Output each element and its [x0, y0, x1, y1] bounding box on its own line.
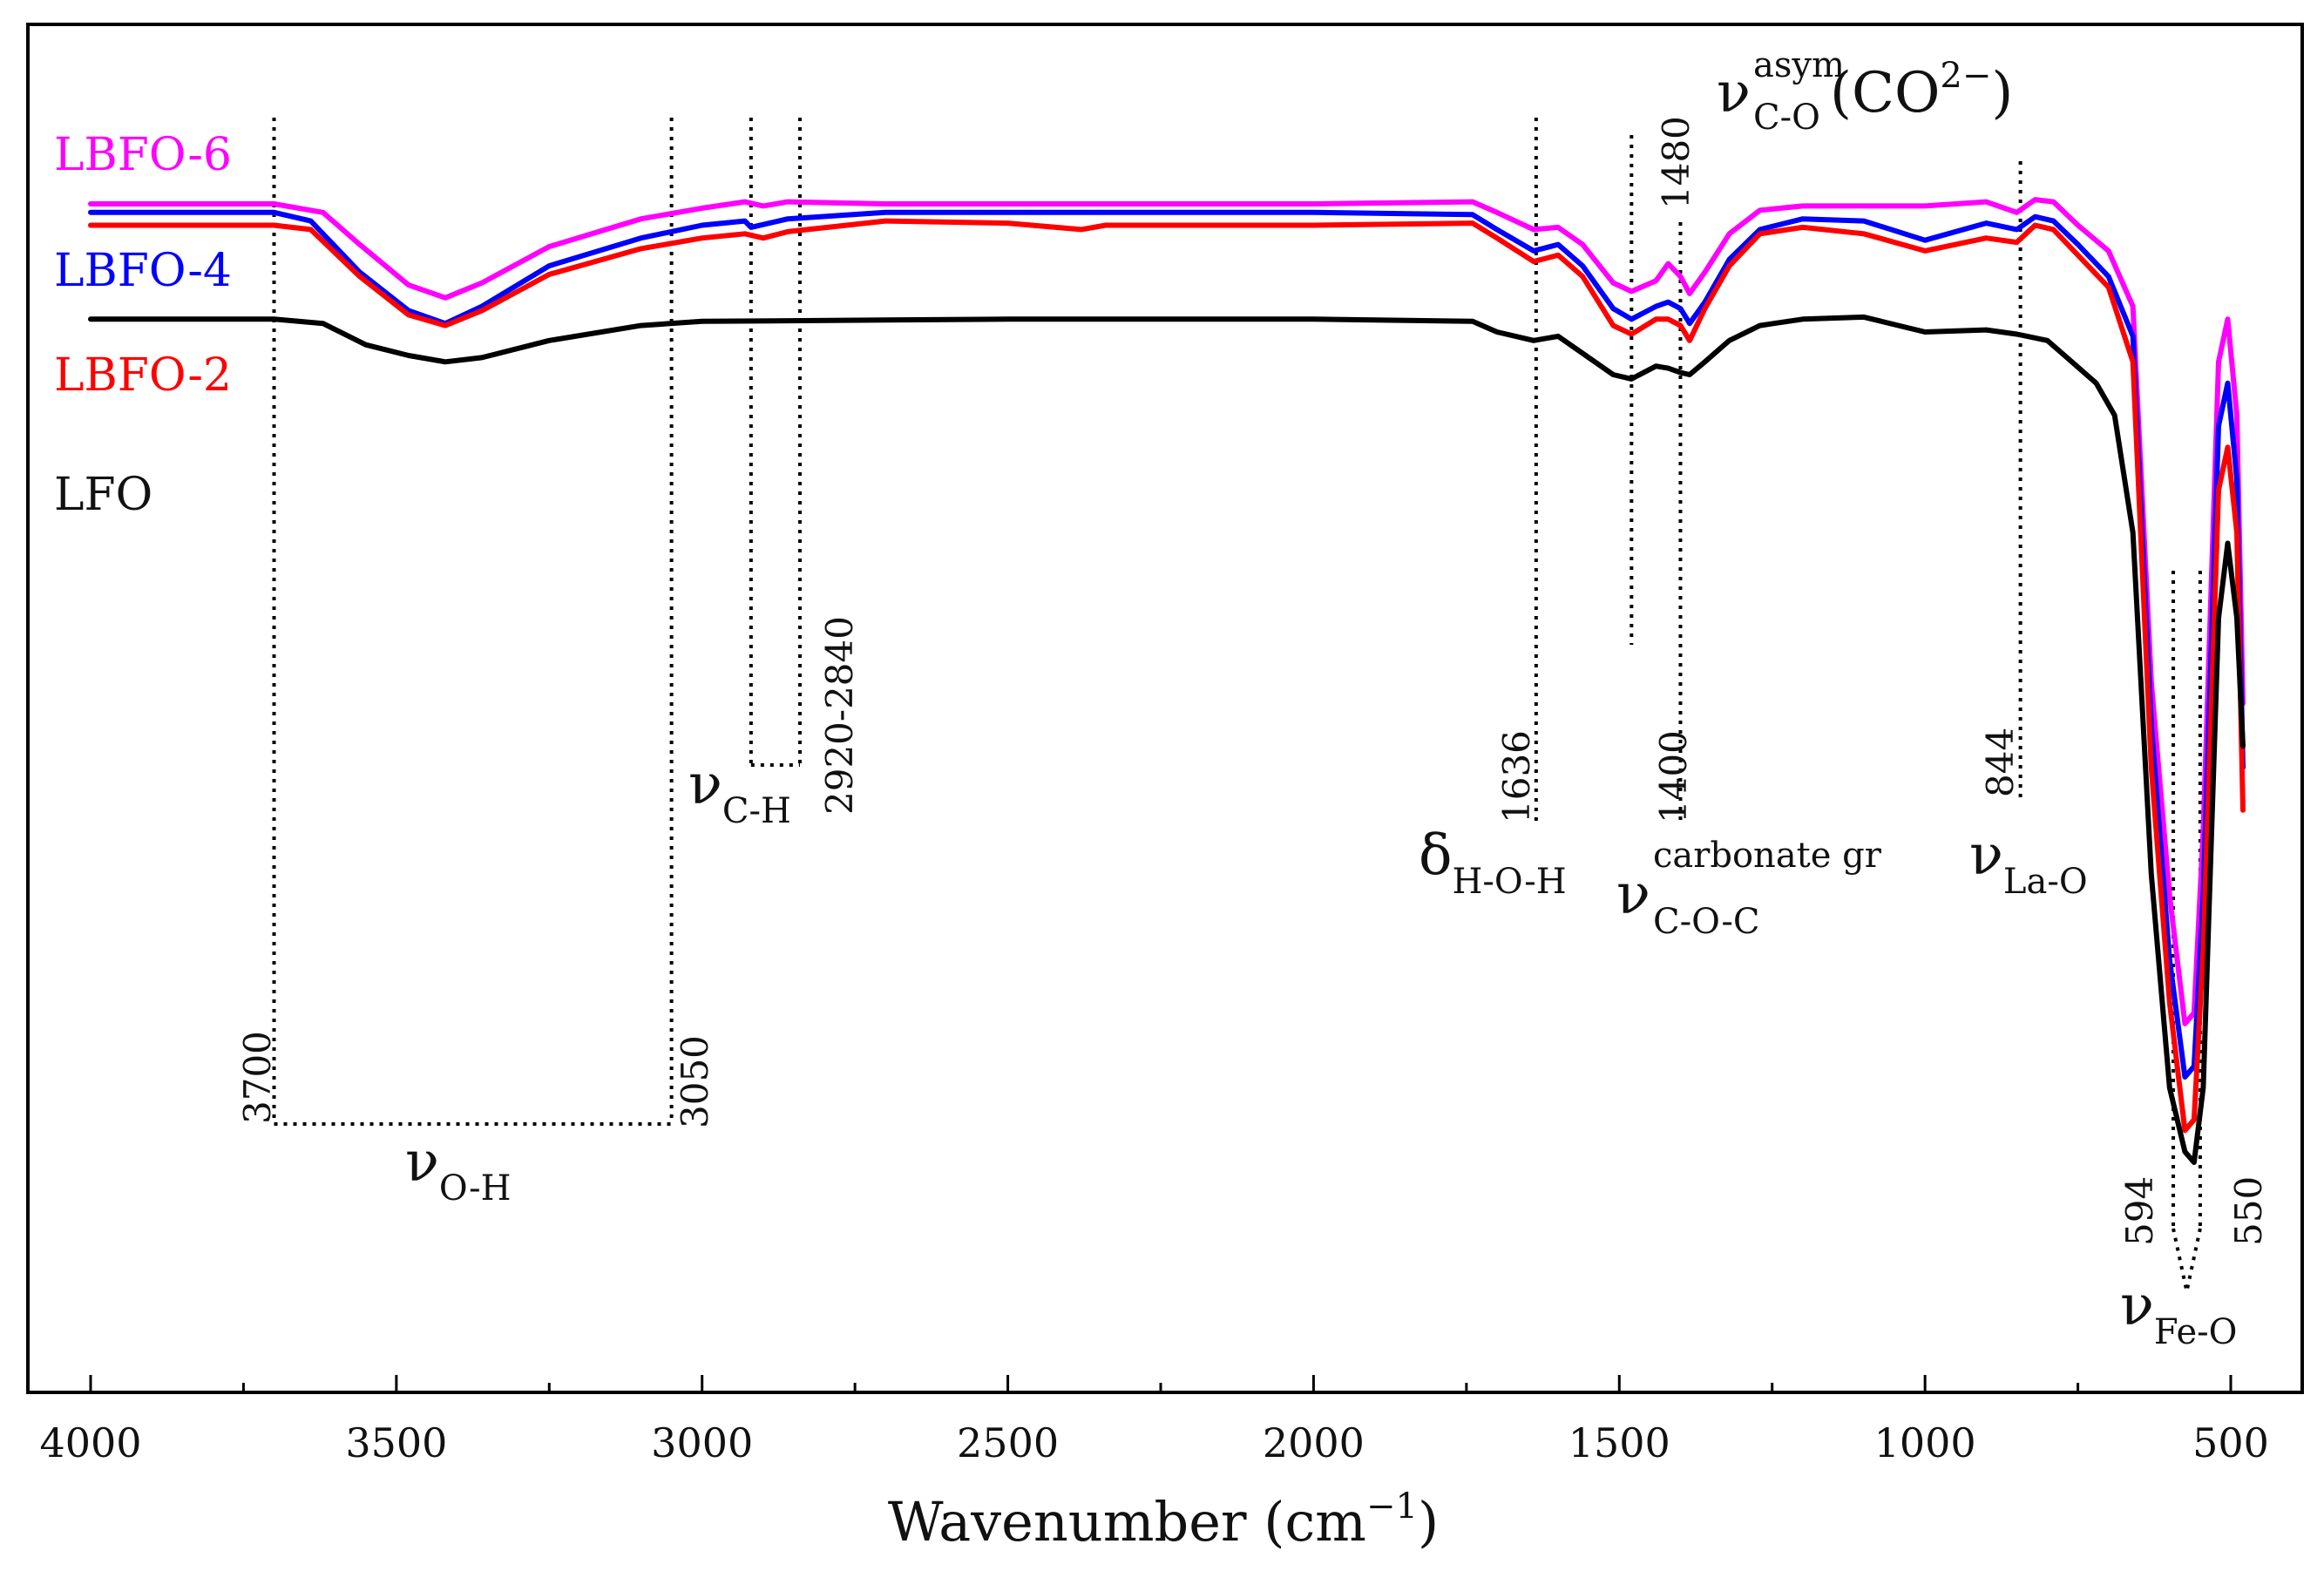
- x-axis-title: Wavenumber (cm−1): [888, 1486, 1439, 1554]
- x-tick-label-1500: 1500: [1569, 1419, 1670, 1466]
- series-line-lbfo-2: [88, 218, 2246, 1134]
- series-label-lbfo4: LBFO-4: [54, 245, 232, 297]
- x-tick-label-3500: 3500: [345, 1419, 447, 1466]
- series-line-lbfo-6: [88, 197, 2246, 1026]
- peak-label-2920-2840: 2920-2840: [818, 616, 861, 815]
- x-tick-label-2000: 2000: [1263, 1419, 1365, 1466]
- band-label-h-o-h: δH-O-H: [1419, 823, 1567, 902]
- band-label-la-o: νLa-O: [1969, 823, 2088, 902]
- band-label-o-h: νO-H: [405, 1130, 512, 1209]
- series-line-lfo: [88, 314, 2246, 1165]
- peak-label-3700: 3700: [236, 1031, 279, 1124]
- series-line-lbfo-4: [88, 209, 2246, 1080]
- peak-label-844: 844: [1979, 728, 2022, 797]
- peak-label-1636: 1636: [1495, 730, 1538, 823]
- band-label-c-h: νC-H: [688, 753, 791, 831]
- x-tick-label-1000: 1000: [1874, 1419, 1976, 1466]
- series-label-lbfo6: LBFO-6: [54, 129, 232, 181]
- x-tick-label-2500: 2500: [957, 1419, 1059, 1466]
- spectra: [88, 197, 2246, 1165]
- band-label-co3-asym: νasym C-O (CO2−): [1717, 45, 2013, 138]
- peak-label-594: 594: [2118, 1176, 2161, 1246]
- x-axis-ticks: 4000 3500 3000 2500 2000 1500 1000 500: [39, 1375, 2269, 1466]
- series-label-lbfo2: LBFO-2: [54, 349, 232, 402]
- peak-label-3050: 3050: [674, 1035, 716, 1128]
- plot-frame: [26, 23, 2304, 1394]
- guide-fe-o-right: [2185, 1228, 2202, 1292]
- peak-label-1480: 1480: [1655, 116, 1697, 209]
- x-tick-label-3000: 3000: [651, 1419, 753, 1466]
- band-label-fe-o: νFe-O: [2120, 1274, 2237, 1352]
- peak-guide-lines: [272, 118, 2202, 1292]
- x-tick-label-4000: 4000: [39, 1419, 141, 1466]
- guide-fe-o-left: [2172, 1228, 2189, 1292]
- peak-label-550: 550: [2227, 1176, 2270, 1246]
- x-tick-label-500: 500: [2192, 1419, 2269, 1466]
- peak-label-1400: 1400: [1652, 730, 1695, 823]
- series-label-lfo: LFO: [54, 469, 152, 521]
- band-label-c-o-c: νcarbonate gr C-O-C: [1616, 836, 1882, 942]
